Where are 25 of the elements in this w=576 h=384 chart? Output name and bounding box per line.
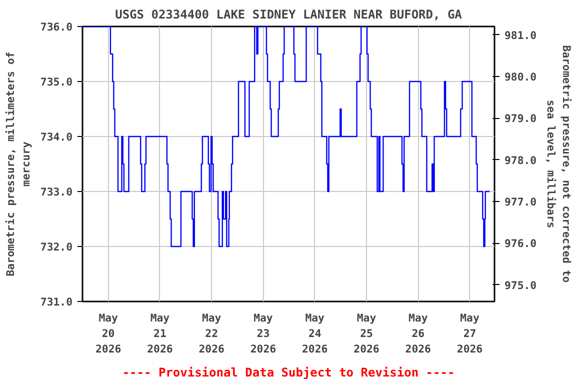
- y2-tick-label: 978.0: [504, 154, 537, 167]
- chart-title: USGS 02334400 LAKE SIDNEY LANIER NEAR BUFORD, GA: [115, 8, 463, 22]
- y-tick-label: 734.0: [40, 130, 72, 144]
- y2-tick-label: 980.0: [504, 70, 537, 84]
- y-axis-title: Barometric pressure, millimeters of mercury: [4, 52, 32, 276]
- y-tick-label: 736.0: [40, 20, 72, 34]
- y-tick-label: 735.0: [40, 76, 72, 88]
- y2-axis-title: Barometric pressure, not corrected to sea level, millibars: [544, 45, 574, 283]
- x-tick-label: May 26 2026: [405, 312, 431, 356]
- x-tick-label: May 23 2026: [250, 312, 276, 356]
- y2-tick-label: 981.0: [504, 28, 537, 42]
- y2-tick-label: 977.0: [504, 196, 537, 208]
- x-tick-label: May 22 2026: [198, 312, 224, 356]
- y-tick-label: 731.0: [40, 296, 72, 308]
- y2-tick-label: 979.0: [504, 112, 537, 126]
- x-tick-label: May 27 2026: [456, 312, 483, 356]
- y2-tick-label: 976.0: [504, 237, 537, 250]
- x-tick-label: May 24 2026: [302, 312, 328, 356]
- y2-tick-label: 975.0: [504, 278, 537, 292]
- y-tick-label: 732.0: [40, 240, 72, 254]
- text: ---- Provisional Data Subject to Revision ----: [122, 366, 455, 380]
- x-tick-label: May 21 2026: [147, 312, 173, 356]
- y-tick-label: 733.0: [40, 186, 72, 198]
- x-tick-label: May 20 2026: [95, 312, 122, 356]
- x-tick-label: May 25 2026: [354, 312, 380, 356]
